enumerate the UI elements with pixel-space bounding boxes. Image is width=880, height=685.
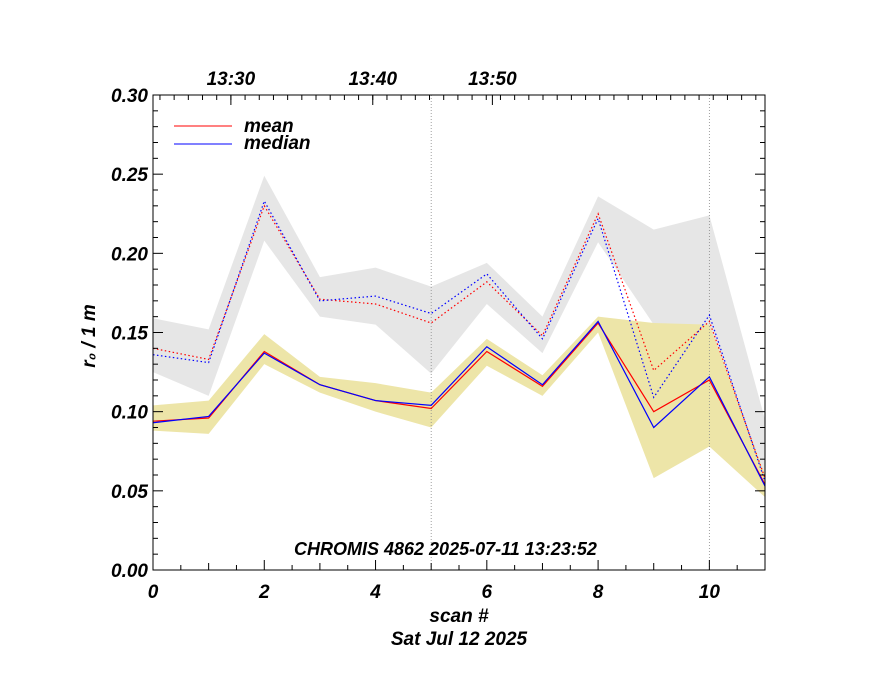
x-tick-label: 10 xyxy=(699,582,721,603)
x-tick-label: 8 xyxy=(593,582,604,603)
series-layer xyxy=(152,199,766,487)
legend-mean-label: mean xyxy=(244,116,294,137)
bands-layer xyxy=(153,175,765,498)
y-tick-label: 0.30 xyxy=(111,86,148,107)
series-line-1 xyxy=(152,320,766,487)
vertical-markers-layer xyxy=(430,95,710,570)
y-tick-label: 0.00 xyxy=(111,561,148,582)
top-axis-label: 13:30 xyxy=(207,69,256,90)
x-tick-label: 2 xyxy=(258,582,270,603)
legend: mean median xyxy=(174,116,311,154)
band-0 xyxy=(153,175,765,491)
series-line-2 xyxy=(152,204,766,479)
top-axis-label: 13:50 xyxy=(468,69,517,90)
chart-annotation: CHROMIS 4862 2025-07-11 13:23:52 xyxy=(294,539,597,559)
y-tick-label: 0.10 xyxy=(111,403,148,424)
y-axis-label: r₀ / 1 m xyxy=(79,304,100,368)
x-tick-label: 4 xyxy=(369,582,381,603)
ticks-layer xyxy=(152,94,766,571)
y-tick-label: 0.25 xyxy=(111,165,148,186)
top-axis-label: 13:40 xyxy=(348,69,397,90)
series-line-0 xyxy=(152,321,766,485)
x-tick-label: 0 xyxy=(148,582,159,603)
y-tick-label: 0.15 xyxy=(111,324,148,345)
x-axis-label: scan # xyxy=(429,606,489,627)
tick-labels-layer: 0 2 4 6 8 10 0.00 0.05 0.10 0.15 0.20 0.25 0.30 13:30… xyxy=(111,69,720,603)
band-1 xyxy=(153,316,765,498)
x-axis-date-label: Sat Jul 12 2025 xyxy=(391,629,528,650)
x-tick-label: 6 xyxy=(482,582,493,603)
legend-median-label: median xyxy=(244,133,311,154)
y-tick-label: 0.05 xyxy=(111,482,148,503)
y-tick-label: 0.20 xyxy=(111,244,148,265)
